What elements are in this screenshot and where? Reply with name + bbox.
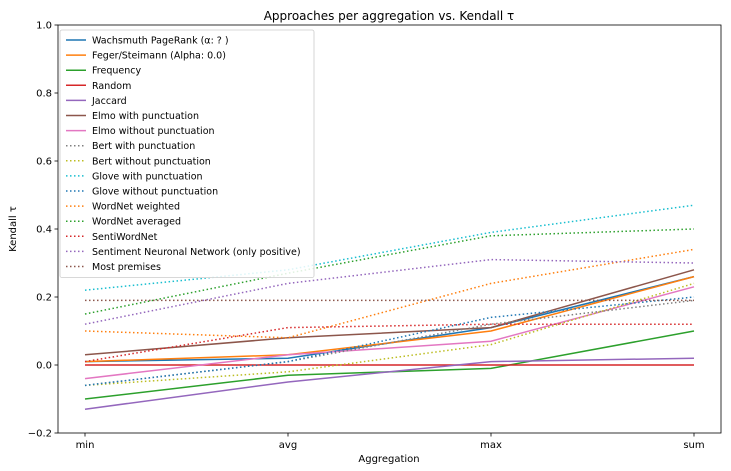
- legend-entry: Random: [92, 81, 131, 92]
- y-tick-label: 0.8: [36, 89, 52, 100]
- legend-entry: Jaccard: [91, 96, 127, 107]
- series-line: [84, 258, 695, 325]
- y-tick-label: −0.2: [28, 429, 52, 440]
- series-lines: [84, 204, 695, 410]
- legend-entry: Elmo without punctuation: [92, 126, 215, 137]
- series-line: [84, 296, 695, 387]
- legend-entry: Bert without punctuation: [92, 156, 211, 167]
- legend-box: [59, 29, 315, 279]
- legend-entry: Glove without punctuation: [92, 187, 218, 198]
- series-line: [84, 248, 695, 339]
- legend-entry: Feger/Steimann (Alpha: 0.0): [92, 51, 226, 62]
- legend: Wachsmuth PageRank (α: ? ) Feger/Steimann…: [59, 29, 315, 279]
- y-tick-label: 0.6: [36, 157, 52, 168]
- chart-title: Approaches per aggregation vs. Kendall τ: [264, 9, 515, 23]
- series-line: [84, 269, 695, 356]
- legend-entry: Glove with punctuation: [92, 171, 203, 182]
- x-tick-label: avg: [279, 440, 297, 451]
- y-tick-label: 1.0: [36, 21, 52, 32]
- y-axis-label: Kendall τ: [8, 206, 19, 252]
- x-tick-label: max: [480, 440, 502, 451]
- legend-entry: Wachsmuth PageRank (α: ? ): [92, 36, 229, 47]
- legend-entry: WordNet averaged: [92, 217, 181, 228]
- series-line: [84, 275, 695, 363]
- series-line: [84, 282, 695, 387]
- legend-entry: Bert with punctuation: [92, 141, 195, 152]
- legend-entry: Frequency: [92, 66, 141, 77]
- legend-entry: Elmo with punctuation: [92, 111, 199, 122]
- x-tick-label: min: [76, 440, 95, 451]
- y-tick-label: 0.4: [36, 225, 52, 236]
- axes: −0.2 0.0 0.2 0.4 0.6 0.8 1.0 min avg max sum: [28, 21, 722, 451]
- y-tick-label: 0.2: [36, 293, 52, 304]
- series-line: [84, 275, 695, 363]
- series-line: [84, 299, 695, 387]
- y-tick-label: 0.0: [36, 361, 52, 372]
- legend-entry: Most premises: [92, 262, 161, 273]
- legend-entry: SentiWordNet: [92, 232, 158, 243]
- legend-entry: WordNet weighted: [92, 202, 180, 213]
- series-line: [84, 286, 695, 380]
- legend-entry: Sentiment Neuronal Network (only positiv…: [92, 247, 301, 258]
- x-axis-label: Aggregation: [358, 454, 419, 465]
- series-line: [84, 204, 695, 291]
- series-line: [84, 357, 695, 410]
- x-tick-label: sum: [683, 440, 704, 451]
